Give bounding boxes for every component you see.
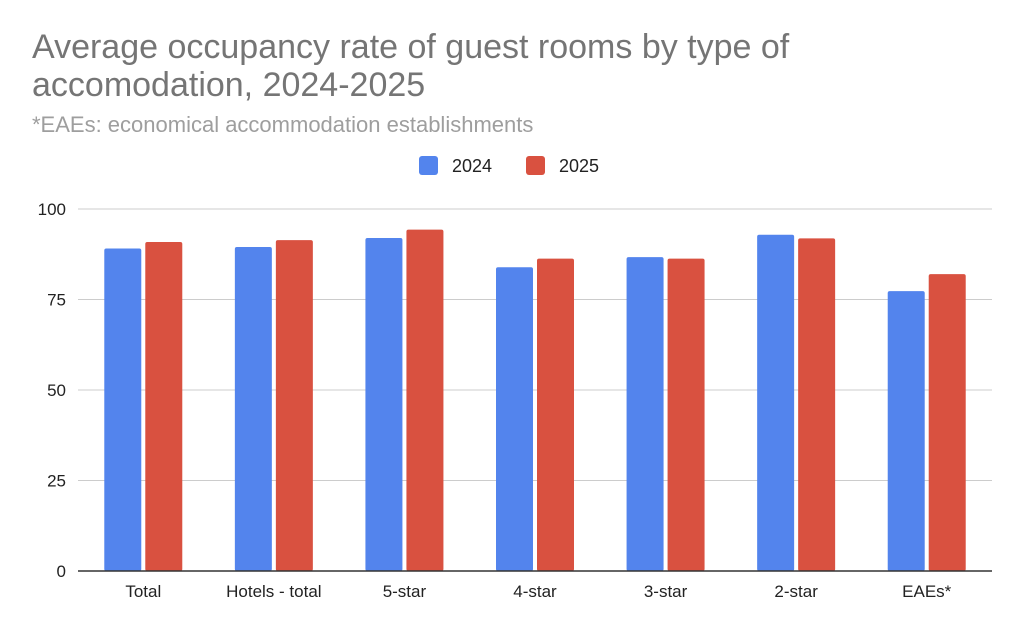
x-tick-label: EAEs* (902, 582, 952, 601)
bar-2024-4-star (496, 267, 533, 571)
bar-2024-hotels-total (234, 247, 272, 571)
legend-swatch-2025 (526, 156, 545, 175)
bar-2025-2-star (798, 238, 836, 571)
legend-swatch-2024 (419, 156, 438, 175)
bar-2024-eaes (887, 291, 925, 571)
chart-subtitle: *EAEs: economical accommodation establis… (32, 112, 534, 137)
y-tick-label: 50 (47, 381, 66, 400)
legend-label-2024: 2024 (452, 156, 492, 176)
bars (104, 229, 966, 571)
gridlines (78, 208, 992, 481)
bar-2025-4-star (537, 258, 574, 571)
legend: 2024 2025 (419, 156, 599, 176)
bar-2024-3-star (626, 257, 664, 571)
x-tick-label: 2-star (774, 582, 818, 601)
y-tick-label: 100 (38, 200, 66, 219)
axes: 0 25 50 75 100 Total Hotels - total 5-star 4-sta… (38, 200, 992, 601)
x-tick-label: 5-star (383, 582, 427, 601)
bar-2025-hotels-total (275, 240, 313, 571)
bar-2025-3-star (667, 258, 705, 571)
bar-2025-eaes (928, 274, 966, 571)
x-tick-label: 3-star (644, 582, 688, 601)
x-tick-label: 4-star (513, 582, 557, 601)
bar-2024-total (104, 248, 142, 571)
y-tick-label: 75 (47, 291, 66, 310)
bar-2024-5-star (365, 237, 403, 571)
bar-2025-total (145, 241, 183, 571)
y-tick-label: 25 (47, 472, 66, 491)
legend-label-2025: 2025 (559, 156, 599, 176)
bar-2024-2-star (757, 234, 795, 571)
bar-2025-5-star (406, 229, 444, 571)
chart-title: Average occupancy rate of guest rooms by… (32, 28, 790, 104)
y-tick-label: 0 (57, 562, 66, 581)
x-tick-label: Hotels - total (226, 582, 321, 601)
x-tick-label: Total (125, 582, 161, 601)
